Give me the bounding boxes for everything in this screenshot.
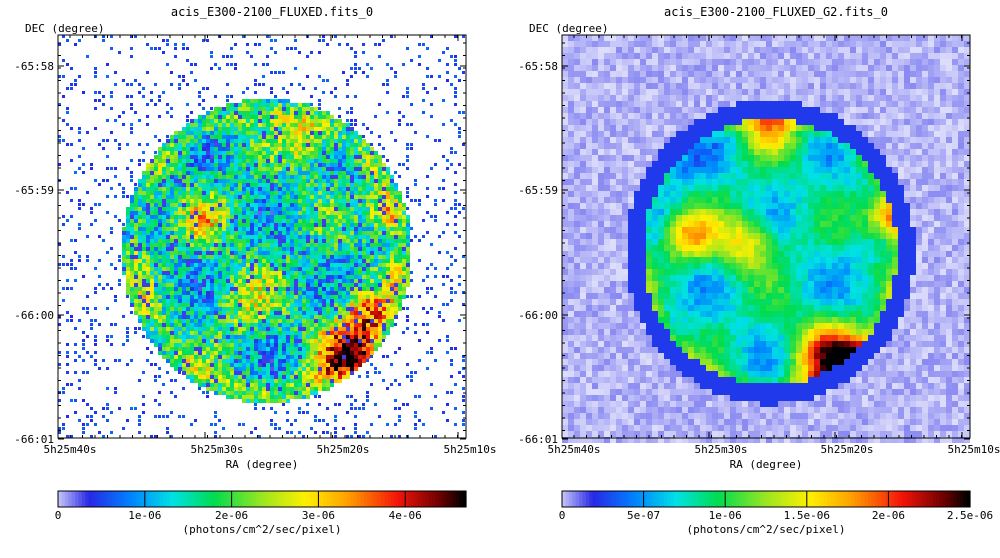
- y-axis-label: DEC (degree): [529, 22, 608, 35]
- heatmap-panel-1: acis_E300-2100_FLUXED.fits_0 -65:58 -65:59…: [14, 5, 496, 536]
- y-tick-label: -65:59: [518, 184, 558, 197]
- x-tick-label: 5h25m30s: [191, 443, 244, 456]
- heatmap-panel-2: acis_E300-2100_FLUXED_G2.fits_0 -65:58 -65…: [518, 5, 1000, 536]
- colorbar-tick-label: 2.5e-06: [947, 509, 993, 522]
- y-tick-label: -66:00: [518, 309, 558, 322]
- x-tick-label: 5h25m40s: [548, 443, 601, 456]
- y-axis-label: DEC (degree): [25, 22, 104, 35]
- colorbar-label: (photons/cm^2/sec/pixel): [687, 523, 846, 536]
- x-tick-label: 5h25m20s: [821, 443, 874, 456]
- x-tick-label: 5h25m30s: [695, 443, 748, 456]
- x-tick-label: 5h25m10s: [444, 443, 497, 456]
- x-axis-label: RA (degree): [226, 458, 299, 471]
- panel-title: acis_E300-2100_FLUXED_G2.fits_0: [664, 5, 888, 19]
- plot-frame: [57, 34, 467, 439]
- colorbar-tick-label: 1.5e-06: [784, 509, 830, 522]
- colorbar-tick-label: 3e-06: [302, 509, 335, 522]
- colorbar: 0 1e-06 2e-06 3e-06 4e-06 (photons/cm^2/sec/p…: [55, 490, 467, 536]
- y-tick-label: -65:58: [14, 60, 54, 73]
- colorbar-tick-label: 1e-06: [709, 509, 742, 522]
- x-tick-label: 5h25m10s: [948, 443, 1000, 456]
- colorbar: 0 5e-07 1e-06 1.5e-06 2e-06 2.5e-06 (photons/c…: [559, 490, 993, 536]
- colorbar-tick-label: 2e-06: [872, 509, 905, 522]
- x-axis-label: RA (degree): [730, 458, 803, 471]
- y-tick-label: -66:01: [14, 433, 54, 446]
- y-tick-label: -66:00: [14, 309, 54, 322]
- y-tick-label: -66:01: [518, 433, 558, 446]
- image-pixels: [58, 35, 465, 438]
- colorbar-tick-label: 2e-06: [215, 509, 248, 522]
- colorbar-tick-label: 0: [55, 509, 62, 522]
- colorbar-label: (photons/cm^2/sec/pixel): [183, 523, 342, 536]
- x-tick-label: 5h25m20s: [317, 443, 370, 456]
- colorbar-tick-label: 0: [559, 509, 566, 522]
- y-tick-label: -65:59: [14, 184, 54, 197]
- panel-title: acis_E300-2100_FLUXED.fits_0: [171, 5, 373, 19]
- colorbar-tick-label: 1e-06: [128, 509, 161, 522]
- colorbar-tick-label: 4e-06: [389, 509, 422, 522]
- y-tick-label: -65:58: [518, 60, 558, 73]
- image-pixels: [562, 35, 970, 443]
- x-tick-label: 5h25m40s: [44, 443, 97, 456]
- plot-frame: [561, 34, 971, 439]
- colorbar-tick-label: 5e-07: [627, 509, 660, 522]
